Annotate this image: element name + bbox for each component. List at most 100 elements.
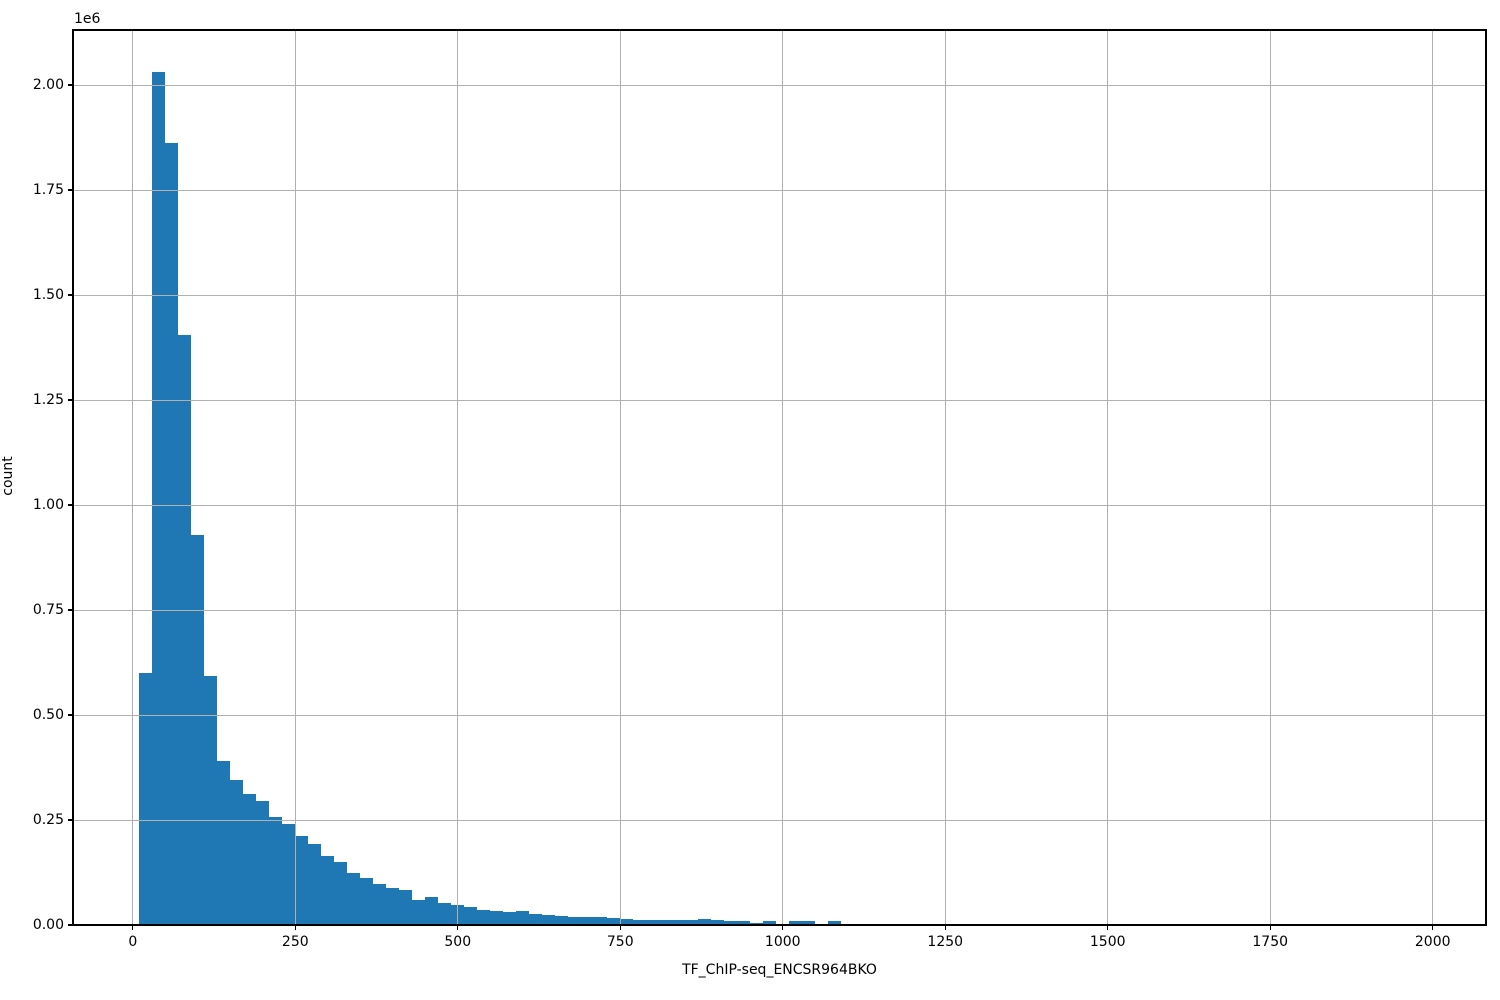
histogram-bar (789, 920, 803, 925)
y-tick-label: 1.75 (32, 182, 64, 199)
histogram-bar (152, 72, 166, 925)
gridline-vertical (132, 30, 134, 925)
histogram-bar (568, 916, 582, 925)
histogram-bar (282, 824, 296, 925)
plot-border-right (1485, 29, 1487, 925)
histogram-bar (373, 883, 387, 925)
histogram-bar (178, 334, 192, 925)
histogram-bar (646, 919, 660, 925)
histogram-bar (594, 916, 608, 925)
y-tick (68, 294, 73, 296)
histogram-bar (321, 855, 335, 925)
x-tick (1432, 925, 1434, 930)
y-tick (68, 609, 73, 611)
histogram-bar (737, 921, 751, 925)
plot-border-left (72, 29, 74, 925)
gridline-horizontal (73, 819, 1486, 821)
x-tick-label: 1000 (764, 934, 801, 950)
gridline-vertical (1432, 30, 1434, 925)
histogram-bar (139, 673, 153, 925)
x-tick-label: 1500 (1089, 934, 1126, 950)
y-tick (68, 504, 73, 506)
x-tick-label: 750 (606, 934, 634, 950)
histogram-bar (438, 902, 452, 925)
x-tick-label: 250 (281, 934, 309, 950)
histogram-bar (724, 921, 738, 925)
histogram-bar (269, 817, 283, 925)
gridline-vertical (944, 30, 946, 925)
x-tick (1269, 925, 1271, 930)
histogram-bar (217, 761, 231, 925)
y-tick-label: 0.50 (32, 707, 64, 723)
y-tick (68, 924, 73, 926)
x-tick-label: 1750 (1252, 934, 1289, 950)
histogram-bar (685, 919, 699, 925)
histogram-bar (711, 920, 725, 925)
histogram-bar (607, 918, 621, 925)
gridline-horizontal (73, 609, 1486, 611)
y-tick (68, 189, 73, 191)
gridline-vertical (1269, 30, 1271, 925)
gridline-vertical (1107, 30, 1109, 925)
histogram-bar (516, 910, 530, 925)
histogram-bar (698, 919, 712, 925)
histogram-bar (230, 780, 244, 925)
histogram-bar (308, 843, 322, 925)
gridline-vertical (457, 30, 459, 925)
histogram-bar (802, 920, 816, 925)
plot-border-bottom (72, 924, 1487, 926)
y-tick-label: 0.75 (32, 602, 64, 618)
histogram-bar (763, 921, 777, 925)
gridline-horizontal (73, 399, 1486, 401)
gridline-horizontal (73, 84, 1486, 86)
histogram-bar (243, 793, 257, 925)
x-tick-label: 500 (444, 934, 472, 950)
x-tick (457, 925, 459, 930)
histogram-bar (412, 900, 426, 925)
y-axis-offset-label: 1e6 (74, 11, 101, 27)
x-tick (132, 925, 134, 930)
histogram-bar (204, 675, 218, 925)
gridline-vertical (619, 30, 621, 925)
x-tick (944, 925, 946, 930)
y-tick-label: 2.00 (32, 77, 64, 94)
histogram-bar (529, 914, 543, 925)
histogram-bar (360, 878, 374, 925)
y-tick-label: 1.50 (32, 287, 64, 303)
x-tick (782, 925, 784, 930)
histogram-bar (399, 890, 413, 925)
y-tick (68, 819, 73, 821)
histogram-bar (542, 914, 556, 925)
histogram-bar (256, 800, 270, 925)
histogram-bar (490, 911, 504, 925)
x-tick (1107, 925, 1109, 930)
x-tick-label: 0 (128, 934, 138, 950)
histogram-bar (464, 907, 478, 925)
histogram-bar (620, 919, 634, 925)
plot-border-top (72, 29, 1487, 31)
y-tick (68, 399, 73, 401)
histogram-bar (425, 897, 439, 925)
histogram-bar (581, 917, 595, 925)
histogram-bar (672, 919, 686, 925)
histogram-bar (633, 919, 647, 925)
x-axis-label: TF_ChIP-seq_ENCSR964BKO (682, 962, 877, 978)
y-tick (68, 84, 73, 86)
histogram-bar (165, 143, 179, 925)
x-tick (294, 925, 296, 930)
gridline-horizontal (73, 714, 1486, 716)
histogram-bar (477, 909, 491, 925)
x-tick-label: 2000 (1414, 934, 1451, 950)
x-tick-label: 1250 (927, 934, 964, 950)
histogram-bar (386, 888, 400, 925)
gridline-vertical (294, 30, 296, 925)
histogram-bar (347, 872, 361, 925)
histogram-bar (191, 535, 205, 925)
histogram-bar (334, 861, 348, 925)
gridline-horizontal (73, 294, 1486, 296)
histogram-bar (503, 911, 517, 925)
histogram-bar (659, 919, 673, 925)
histogram-bar (828, 920, 842, 925)
histogram-bar (295, 835, 309, 925)
